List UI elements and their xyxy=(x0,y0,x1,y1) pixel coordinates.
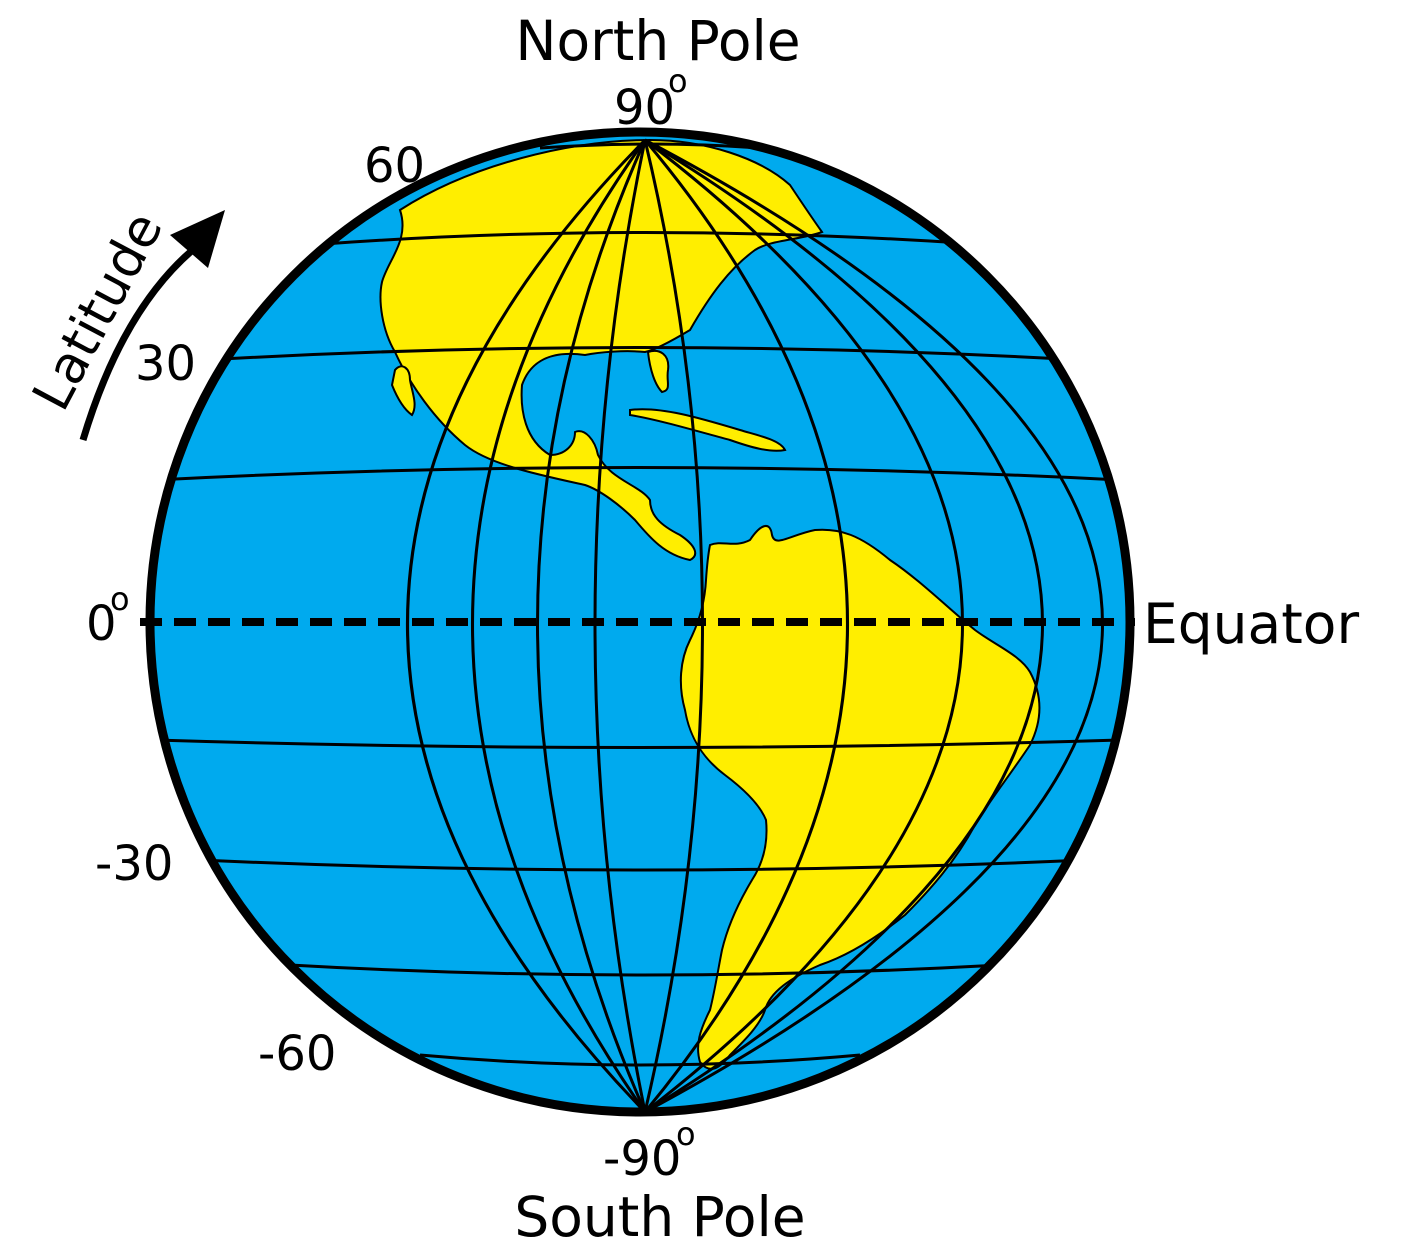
tick-60: 60 xyxy=(364,138,425,194)
parallel-south-4 xyxy=(419,1053,861,1067)
parallel-north-3 xyxy=(204,346,1081,362)
parallel-south-1 xyxy=(154,738,1121,749)
tick-30: 30 xyxy=(135,336,196,392)
meridian-3 xyxy=(536,139,647,1112)
continents xyxy=(379,138,1041,1070)
parallel-north-2 xyxy=(309,231,991,247)
tick-90: 90 xyxy=(614,80,675,136)
cuba-shape xyxy=(629,408,787,452)
tick-90-degree: o xyxy=(668,62,688,100)
curved-arrow-icon xyxy=(170,210,225,268)
latitude-arrow-shaft xyxy=(79,237,208,442)
tick-neg-90-degree: o xyxy=(676,1115,696,1153)
meridian-6 xyxy=(643,139,849,1112)
tick-0-degree: o xyxy=(110,580,130,618)
tick-0: 0 xyxy=(86,596,117,652)
meridian-1 xyxy=(406,138,647,1112)
tick-neg-30: -30 xyxy=(95,836,173,892)
north-america-shape xyxy=(379,138,824,562)
florida-shape xyxy=(646,350,670,394)
baja-california-shape xyxy=(390,365,416,417)
globe-outline xyxy=(145,127,1135,1117)
south-america-shape xyxy=(679,525,1041,1070)
parallel-south-3 xyxy=(289,963,1001,977)
south-pole-label: South Pole xyxy=(514,1185,805,1249)
equator-label: Equator xyxy=(1143,592,1359,656)
meridian-2 xyxy=(471,139,647,1112)
parallel-north-4 xyxy=(154,466,1121,482)
tick-neg-90: -90 xyxy=(603,1131,681,1187)
north-pole-label: North Pole xyxy=(515,9,800,73)
tick-neg-60: -60 xyxy=(258,1026,336,1082)
parallel-south-2 xyxy=(199,858,1086,872)
